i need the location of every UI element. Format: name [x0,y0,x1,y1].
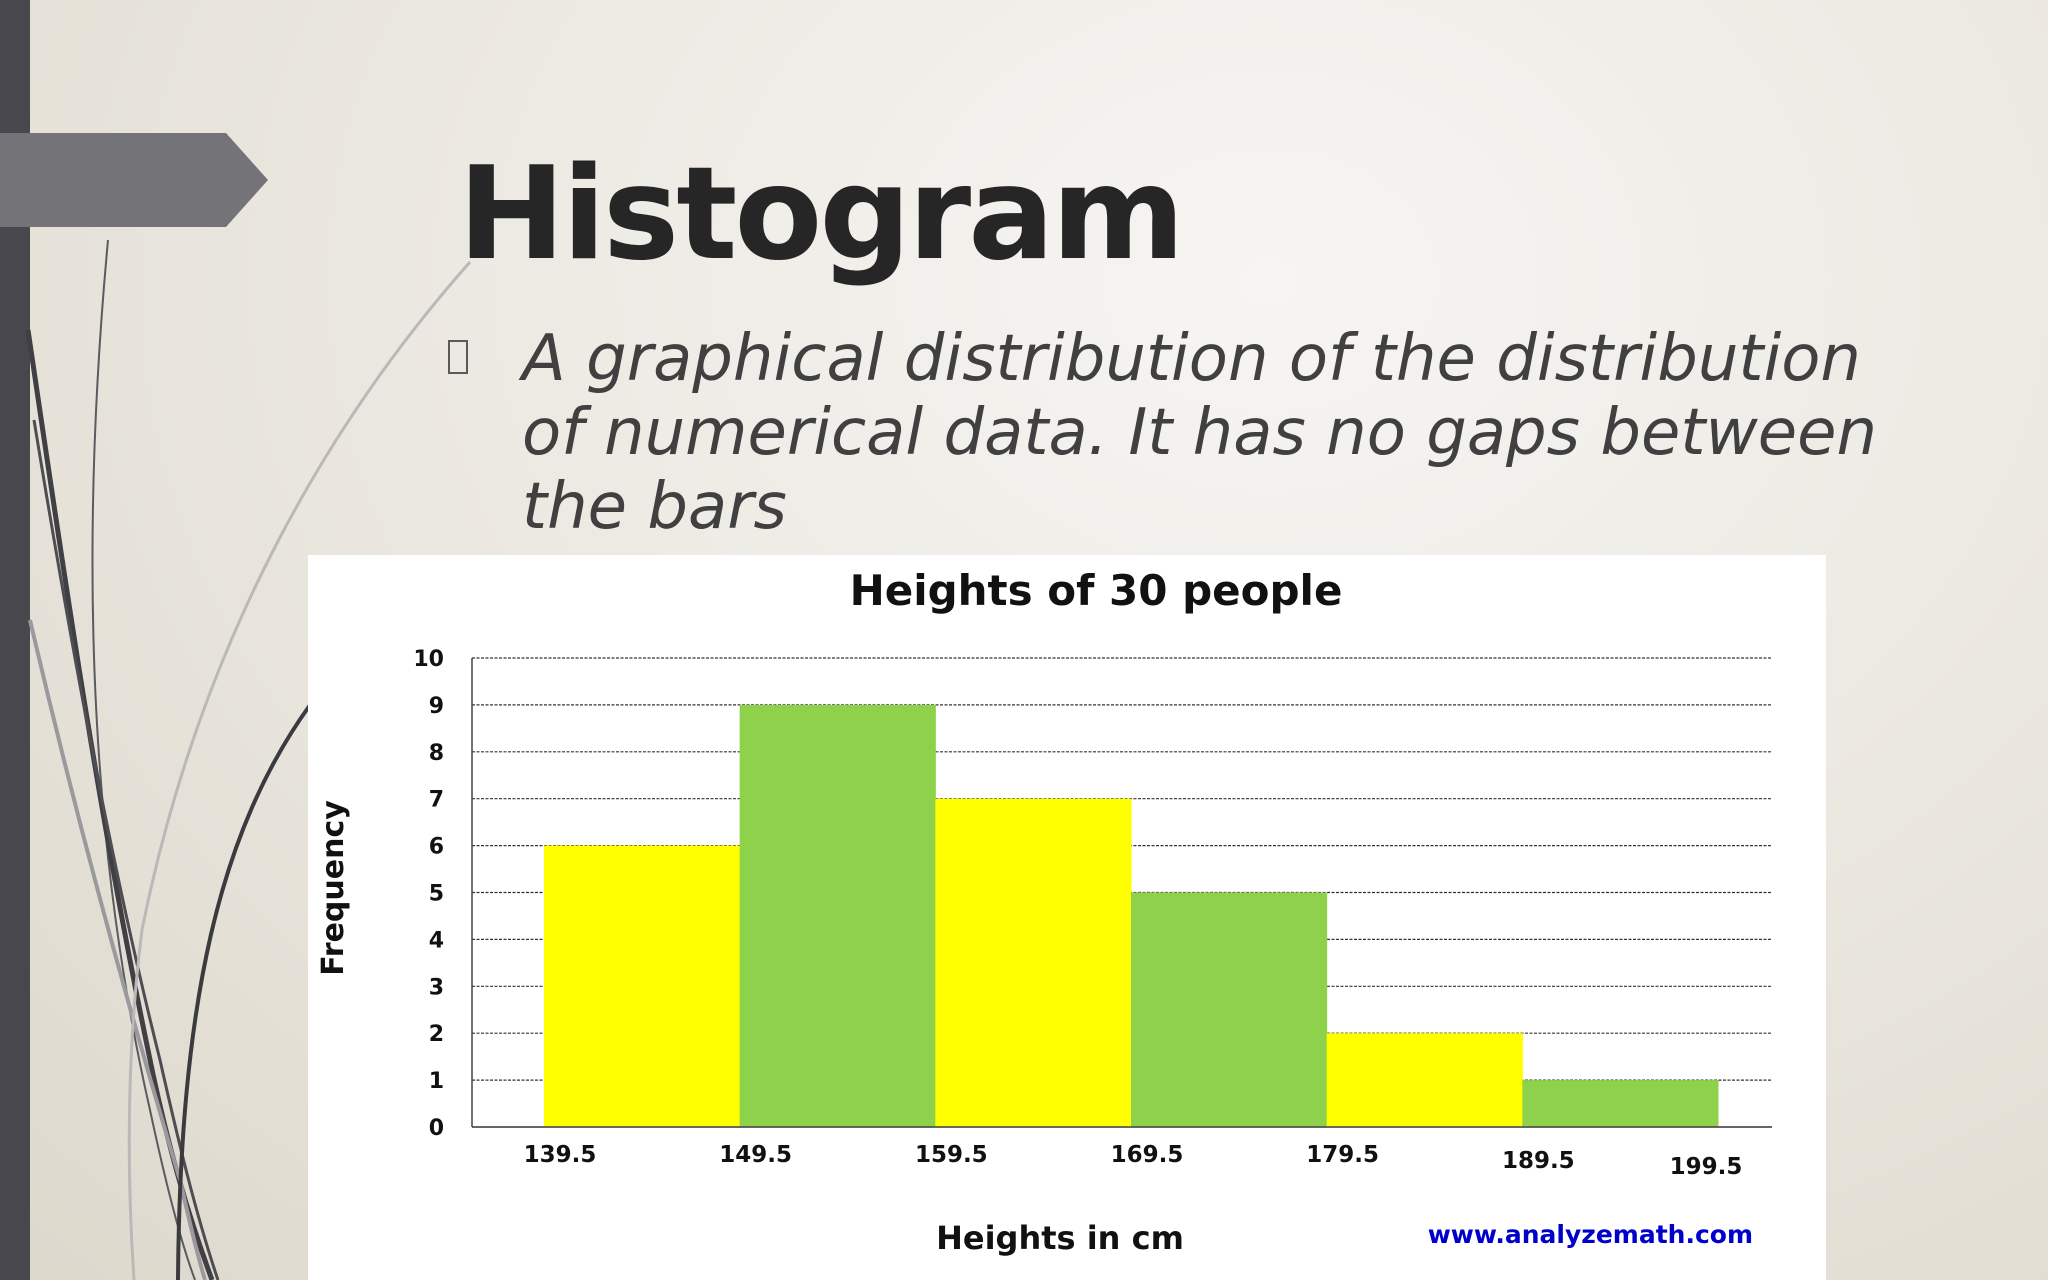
x-tick-label: 149.5 [719,1142,792,1168]
histogram-chart: Heights of 30 people 0 1 2 3 4 5 6 7 8 9 10 139.5 1… [308,555,1826,1280]
y-tick-label: 9 [429,694,444,719]
y-tick-label: 3 [429,975,444,1000]
source-credit: www.analyzemath.com [1428,1220,1753,1249]
y-tick-label: 4 [429,928,444,953]
histogram-bar [935,798,1132,1127]
histogram-bar [1522,1080,1719,1127]
y-tick-label: 2 [429,1022,444,1047]
y-tick-label: 1 [429,1069,444,1094]
y-tick-label: 8 [429,741,444,766]
y-tick-label: 5 [429,882,444,907]
y-tick-label: 6 [429,835,444,860]
y-tick-labels: 0 1 2 3 4 5 6 7 8 9 10 [413,647,444,1141]
x-axis-label: Heights in cm [936,1219,1184,1257]
histogram-bar [739,704,936,1127]
x-tick-label: 139.5 [524,1142,597,1168]
histogram-bar [1131,892,1328,1127]
x-tick-label: 159.5 [915,1142,988,1168]
y-axis-label: Frequency [316,800,351,976]
x-tick-label: 179.5 [1306,1142,1379,1168]
bullet-text: A graphical distribution of the distribu… [522,322,1878,544]
decorative-curves [25,239,472,1280]
histogram-bar [1326,1033,1523,1127]
slide-title: Histogram [458,140,1185,289]
histogram-bar [544,845,741,1127]
x-tick-label: 189.5 [1502,1148,1575,1174]
x-tick-label: 199.5 [1670,1154,1743,1180]
x-tick-label: 169.5 [1111,1142,1184,1168]
chart-title: Heights of 30 people [850,566,1343,615]
bars [544,704,1719,1127]
y-tick-label: 7 [429,788,444,813]
y-tick-label: 10 [413,647,444,672]
x-tick-labels: 139.5 149.5 159.5 169.5 179.5 189.5 199.5 [524,1142,1743,1180]
axes [471,658,1772,1128]
bullet-icon [448,340,468,374]
title-tab-arrow [0,133,268,227]
y-tick-label: 0 [429,1116,444,1141]
